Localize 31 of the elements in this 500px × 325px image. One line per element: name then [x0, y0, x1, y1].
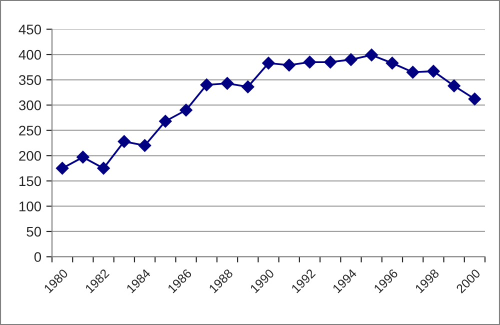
y-tick-label: 300: [18, 100, 42, 110]
point: [241, 80, 254, 94]
point: [386, 56, 399, 70]
y-tick-label: 200: [19, 150, 42, 161]
y-tick-label: 350: [18, 75, 42, 85]
point: [282, 58, 296, 72]
point: [324, 56, 337, 69]
y-tick-label: 250: [19, 126, 42, 136]
y-tick-label: 0: [34, 252, 42, 262]
point: [262, 56, 275, 70]
point: [56, 162, 69, 175]
point: [365, 48, 378, 62]
point: [97, 162, 110, 175]
point: [158, 114, 172, 128]
point: [76, 150, 90, 164]
point: [220, 76, 234, 90]
point: [427, 64, 440, 78]
point: [303, 56, 316, 69]
point: [200, 78, 214, 92]
y-tick-label: 50: [26, 226, 42, 237]
point: [118, 135, 131, 148]
point: [344, 53, 358, 66]
point: [138, 139, 152, 152]
y-tick-label: 150: [19, 176, 42, 186]
point: [468, 92, 482, 106]
point: [448, 79, 460, 92]
y-tick-label: 100: [19, 202, 42, 212]
y-tick-label: 400: [18, 50, 42, 60]
y-tick-label: 450: [18, 24, 42, 34]
point: [406, 66, 420, 79]
point: [180, 104, 192, 117]
